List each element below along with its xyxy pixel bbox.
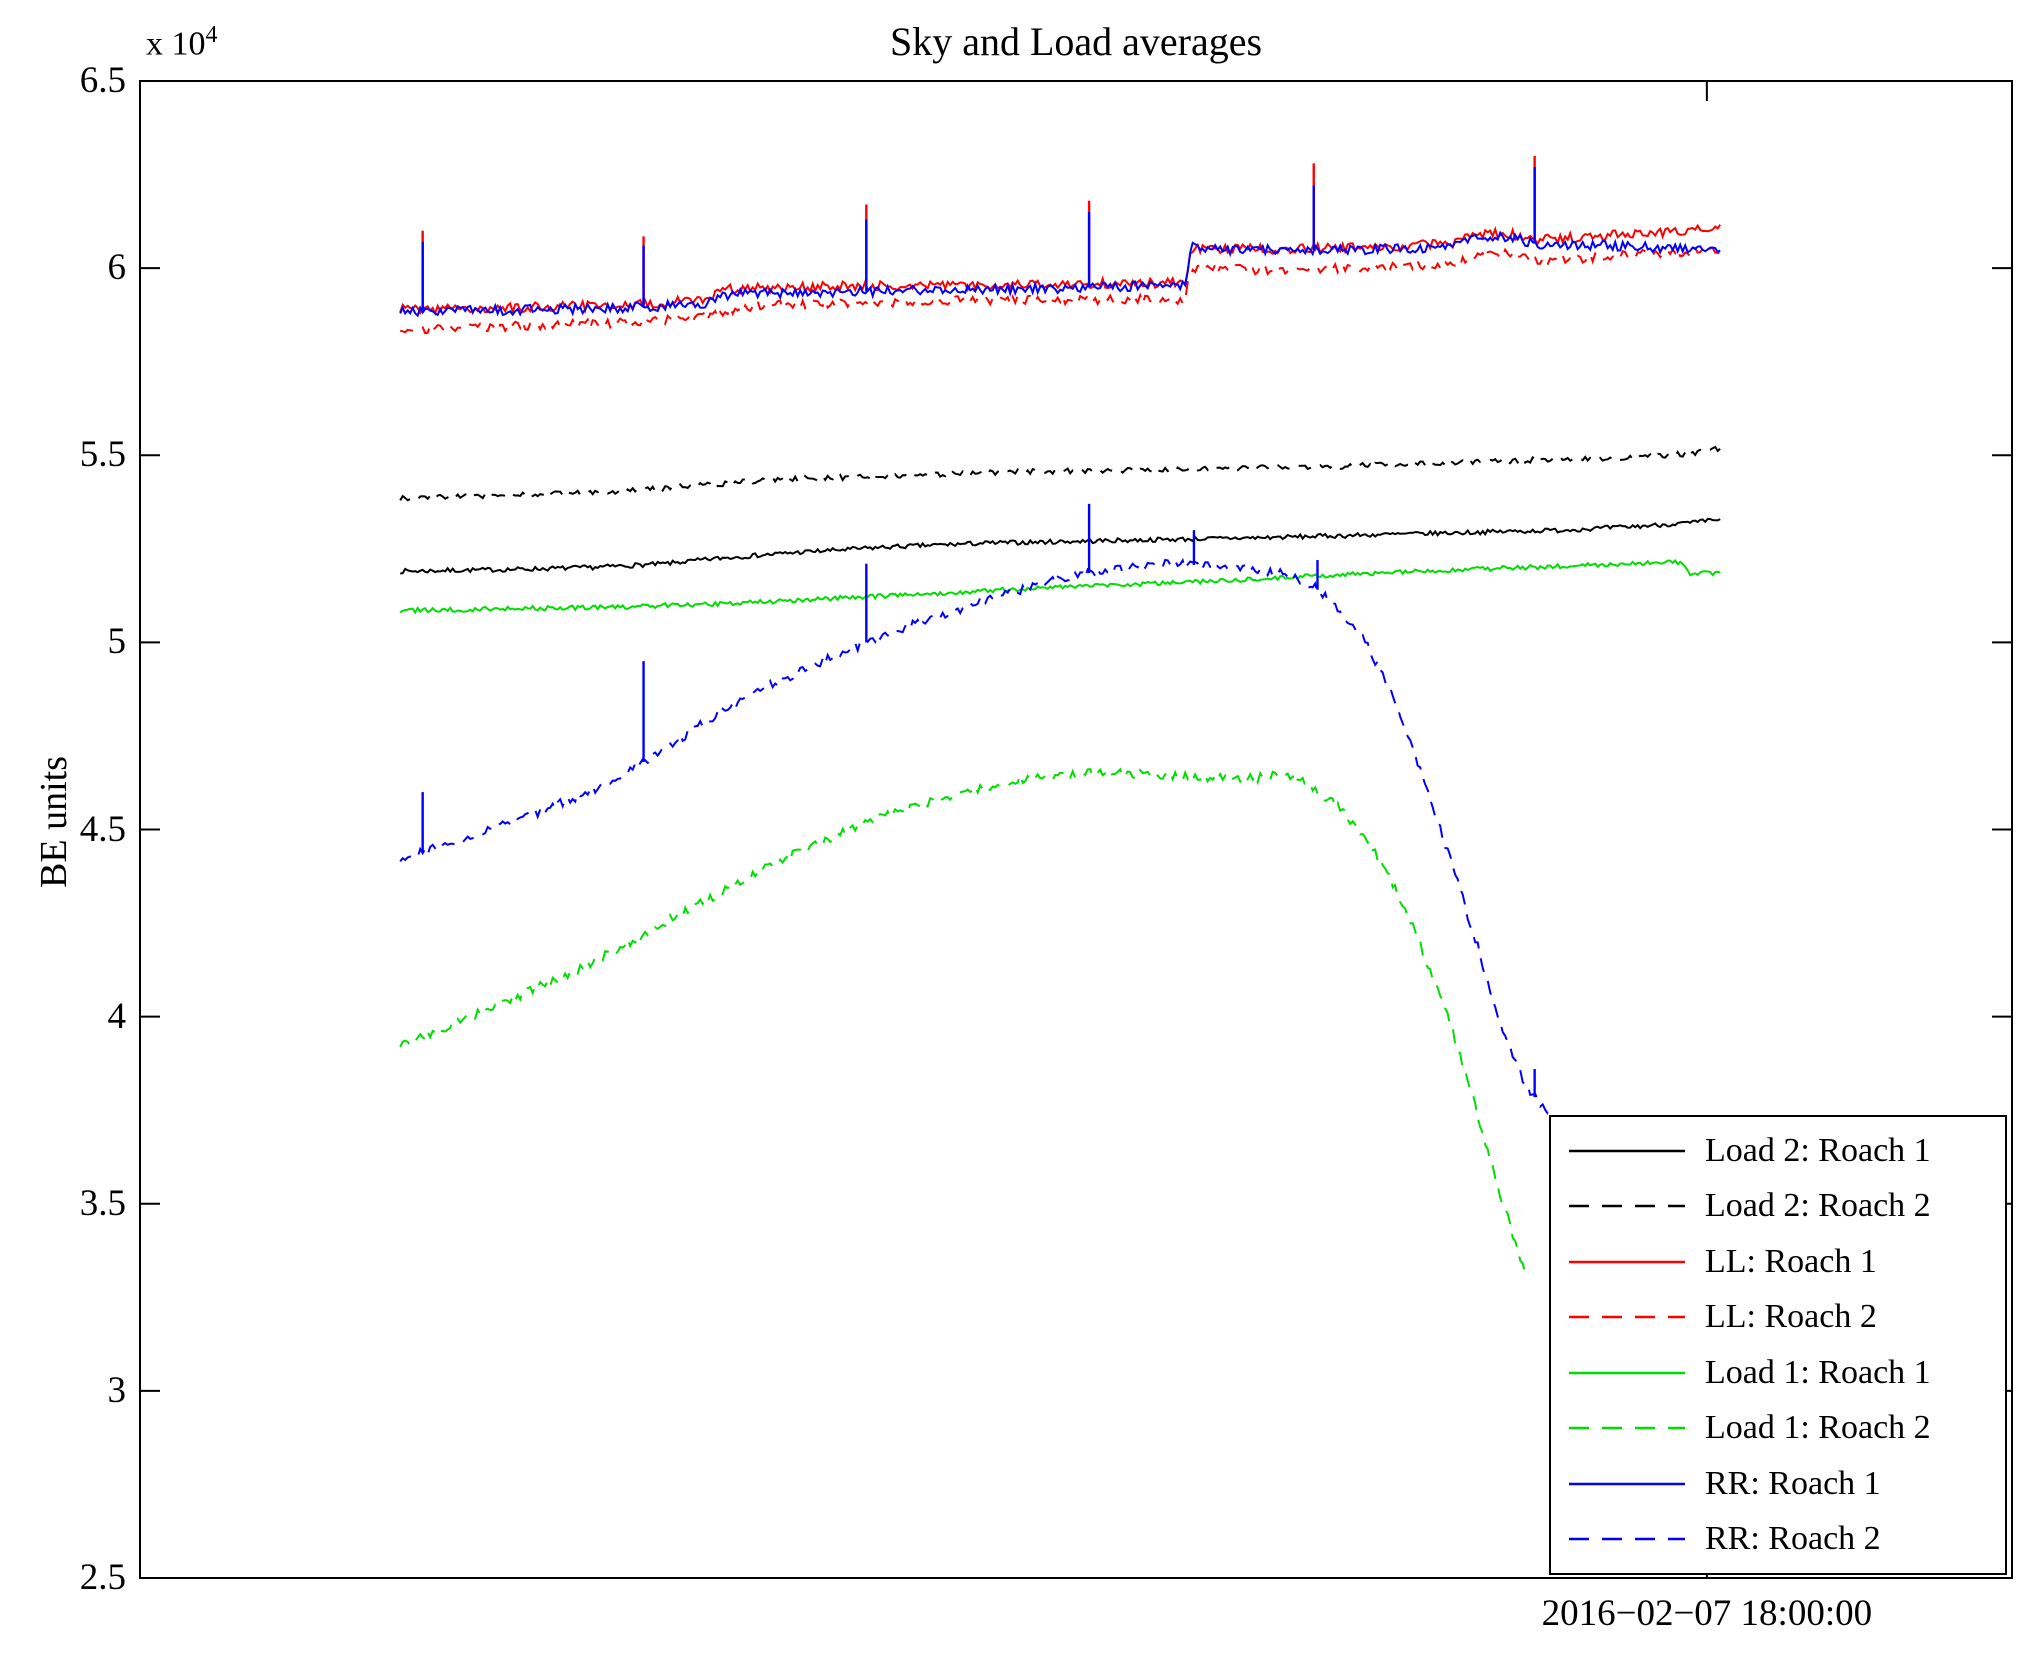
legend-item-load1-roach2: Load 1: Roach 2 bbox=[1551, 1402, 2005, 1454]
series-lines bbox=[399, 155, 1722, 1276]
legend-line-sample bbox=[1569, 1149, 1685, 1152]
y-tick-label: 3 bbox=[107, 1369, 127, 1411]
y-tick-label: 6.5 bbox=[79, 60, 126, 101]
y-tick-label: 6 bbox=[107, 247, 127, 289]
legend-line-sample bbox=[1569, 1538, 1685, 1541]
legend-line-sample bbox=[1569, 1482, 1685, 1485]
legend-label: RR: Roach 1 bbox=[1705, 1464, 1881, 1502]
legend-line-sample bbox=[1569, 1316, 1685, 1319]
x-tick-label: 2016−02−07 18:00:00 bbox=[1541, 1593, 1873, 1634]
legend-item-rr-roach2: RR: Roach 2 bbox=[1551, 1513, 2005, 1565]
chart-title: Sky and Load averages bbox=[889, 19, 1263, 64]
legend-label: Load 1: Roach 1 bbox=[1705, 1353, 1931, 1391]
y-tick-label: 5 bbox=[107, 621, 127, 663]
legend-line-sample bbox=[1569, 1205, 1685, 1208]
y-tick-label: 5.5 bbox=[79, 434, 126, 476]
y-tick-label: 4 bbox=[107, 995, 127, 1037]
legend-item-load2-roach2: Load 2: Roach 2 bbox=[1551, 1180, 2005, 1232]
legend-line-sample bbox=[1569, 1371, 1685, 1374]
legend-item-load2-roach1: Load 2: Roach 1 bbox=[1551, 1125, 2005, 1177]
y-axis-scale-note: x 104 bbox=[146, 22, 218, 63]
legend-label: LL: Roach 1 bbox=[1705, 1242, 1877, 1280]
legend-label: Load 2: Roach 1 bbox=[1705, 1131, 1931, 1169]
legend-item-rr-roach1: RR: Roach 1 bbox=[1551, 1458, 2005, 1510]
legend-label: Load 2: Roach 2 bbox=[1705, 1187, 1931, 1225]
y-tick-label: 3.5 bbox=[79, 1182, 126, 1224]
y-scale-exponent: 4 bbox=[205, 22, 218, 48]
legend-label: RR: Roach 2 bbox=[1705, 1520, 1881, 1558]
legend-item-ll-roach1: LL: Roach 1 bbox=[1551, 1236, 2005, 1288]
legend-label: Load 1: Roach 2 bbox=[1705, 1409, 1931, 1447]
legend-label: LL: Roach 2 bbox=[1705, 1298, 1877, 1336]
legend: Load 2: Roach 1 Load 2: Roach 2 LL: Roac… bbox=[1549, 1115, 2007, 1575]
y-tick-label: 2.5 bbox=[79, 1557, 126, 1598]
legend-item-ll-roach2: LL: Roach 2 bbox=[1551, 1291, 2005, 1343]
legend-line-sample bbox=[1569, 1427, 1685, 1430]
legend-line-sample bbox=[1569, 1260, 1685, 1263]
legend-item-load1-roach1: Load 1: Roach 1 bbox=[1551, 1347, 2005, 1399]
y-tick-label: 4.5 bbox=[79, 808, 126, 850]
